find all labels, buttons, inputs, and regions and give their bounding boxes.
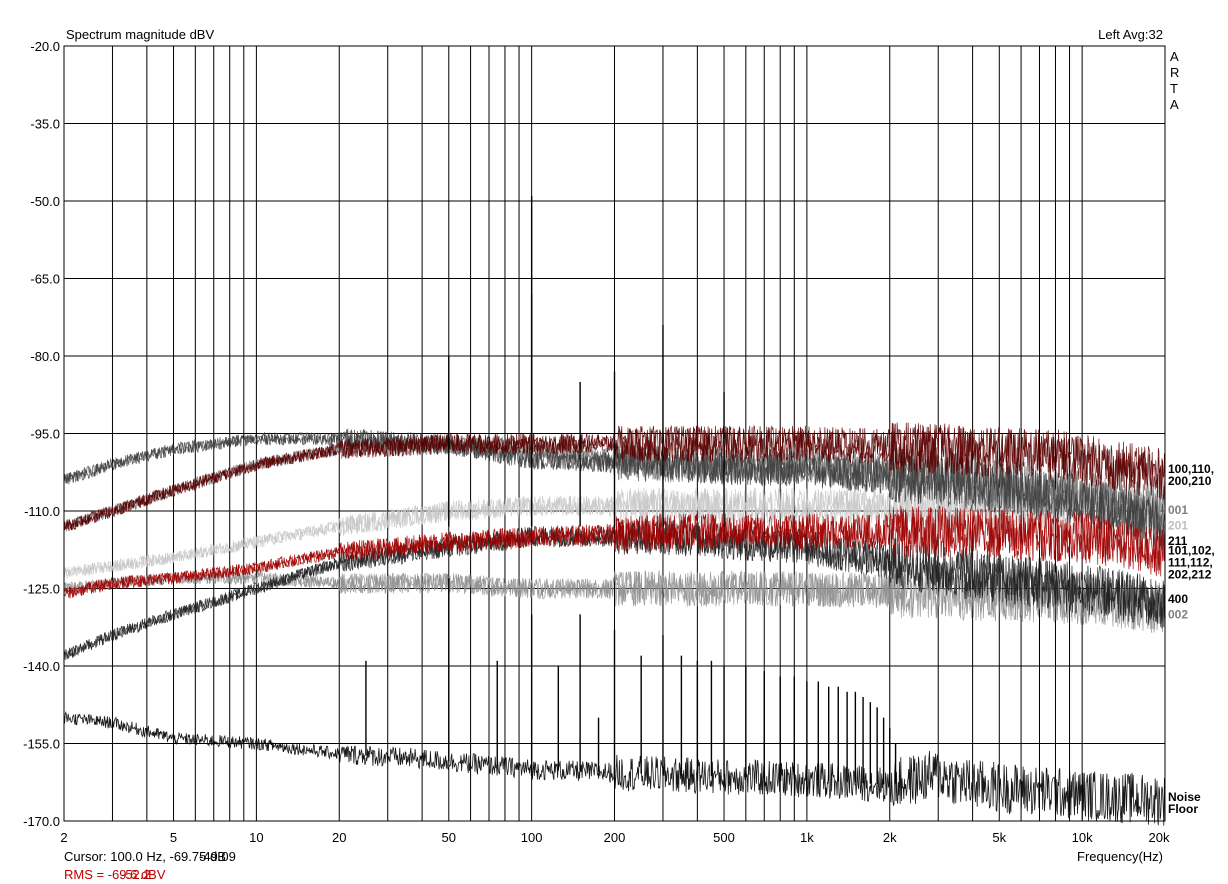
x-tick-label: 1k [800,830,814,845]
x-tick-label: 2 [60,830,67,845]
top-right-label: Left Avg:32 [1098,27,1163,42]
legend-label: 001 [1168,503,1188,517]
rms-readout: RMS = -69.6 dBV [64,867,166,882]
legend-label: 002 [1168,607,1188,621]
series-trace-101-102-111-112-202-212 [63,505,1166,598]
x-tick-label: 20k [1149,830,1170,845]
legend-label: 400 [1168,592,1188,606]
x-tick-label: 10 [249,830,263,845]
x-tick-label: 5k [992,830,1006,845]
rms-overlay-readout: -52.2 [121,867,151,882]
cursor-readout: Cursor: 100.0 Hz, -69.75 dB [64,849,226,864]
legend-label: 200,210 [1168,474,1212,488]
cursor-overlay-readout: -49.09 [199,849,236,864]
y-tick-label: -125.0 [23,582,60,597]
watermark-letter: R [1170,65,1179,80]
legend-label: 111,112, [1168,556,1213,570]
series-trace-101-102-111-112-202-212 [63,505,1166,599]
watermark-letter: T [1170,81,1178,96]
x-tick-labels: 2 5 10 20 50 100 200 500 1k 2k 5k 10k 20k [60,830,1170,845]
legend-label: 201 [1168,518,1188,532]
legend-label: Floor [1168,802,1198,816]
y-tick-label: -170.0 [23,814,60,829]
y-tick-label: -20.0 [30,39,60,54]
x-tick-label: 5 [170,830,177,845]
legend-label: 100,110, [1168,462,1214,476]
legend-label: 202,212 [1168,568,1212,582]
y-tick-labels: -20.0 -35.0 -50.0 -65.0 -80.0 -95.0 -110.0 -125… [23,39,60,829]
x-tick-label: 10k [1072,830,1093,845]
peaks-layer [365,195,897,785]
y-tick-label: -95.0 [30,427,60,442]
x-tick-label: 200 [604,830,626,845]
y-tick-label: -35.0 [30,117,60,132]
x-tick-label: 500 [713,830,735,845]
legend-label: Noise [1168,790,1201,804]
y-tick-label: -50.0 [30,194,60,209]
y-tick-label: -155.0 [23,737,60,752]
x-tick-label: 2k [883,830,897,845]
x-axis-label: Frequency(Hz) [1077,849,1163,864]
y-tick-label: -110.0 [24,504,60,519]
watermark-letter: A [1170,49,1179,64]
y-tick-label: -140.0 [23,659,60,674]
watermark-letter: A [1170,97,1179,112]
chart-title: Spectrum magnitude dBV [66,27,214,42]
legend-label: 211 [1168,534,1188,548]
plot-frame [63,45,1166,822]
x-tick-label: 50 [442,830,456,845]
series-trace-002 [63,566,1166,633]
series-trace-400 [63,519,1166,660]
x-tick-label: 20 [332,830,346,845]
x-tick-label: 100 [521,830,543,845]
legend-label: 101,102, [1168,544,1215,558]
y-tick-label: -65.0 [30,272,60,287]
y-tick-label: -80.0 [30,349,60,364]
